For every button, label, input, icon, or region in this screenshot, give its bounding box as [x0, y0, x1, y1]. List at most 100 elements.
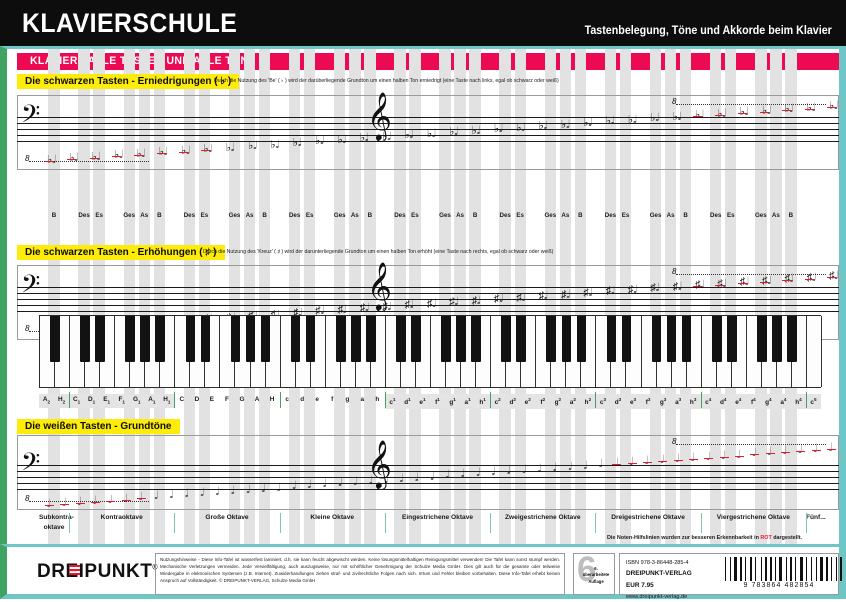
black-key[interactable]	[335, 316, 346, 362]
black-key[interactable]	[576, 316, 587, 362]
key-note-label: g3	[655, 394, 671, 410]
staff-line	[17, 287, 839, 288]
key-note-label: f1	[430, 394, 446, 410]
black-key[interactable]	[456, 316, 466, 362]
key-guide-stripe	[664, 49, 677, 544]
ledger-line	[134, 154, 144, 156]
page-title: KLAVIERSCHULE	[22, 8, 238, 38]
black-key[interactable]	[681, 316, 692, 362]
staff-note: ♯𝅗𝅥	[605, 285, 615, 298]
black-key[interactable]	[200, 316, 211, 362]
black-key[interactable]	[125, 316, 136, 362]
staff-note: 𝅗𝅥	[507, 465, 511, 478]
black-key[interactable]	[260, 316, 271, 362]
ledger-line	[201, 150, 211, 152]
staff-note: 𝅗𝅥	[752, 447, 756, 460]
black-key[interactable]	[666, 316, 677, 362]
ledger-line	[673, 459, 683, 461]
staff-note: ♯𝅗𝅥	[761, 274, 771, 287]
octave-separator	[174, 392, 176, 408]
staff-note: ♯𝅗𝅥	[560, 288, 570, 301]
black-key[interactable]	[606, 316, 617, 362]
ledger-line	[804, 108, 814, 110]
ledger-hint-red: ROT	[760, 535, 772, 541]
note-name-label: As	[245, 212, 254, 219]
publisher-logo: DREIPUNKT®	[37, 561, 158, 583]
black-key[interactable]	[711, 316, 722, 362]
staff-note: 𝅗𝅥	[767, 446, 772, 459]
black-key[interactable]	[305, 316, 316, 362]
key-note-label: g1	[445, 394, 461, 410]
ottava-marking: 8	[672, 97, 827, 106]
note-name-label: Ges	[439, 212, 451, 219]
black-key[interactable]	[787, 316, 797, 362]
note-name-label: B	[367, 212, 373, 219]
black-key[interactable]	[230, 316, 241, 362]
white-key[interactable]	[806, 316, 822, 387]
key-guide-stripe	[243, 49, 256, 544]
bass-clef-icon: 𝄢	[21, 449, 41, 482]
black-key[interactable]	[651, 316, 662, 362]
black-key[interactable]	[726, 316, 737, 362]
note-name-label: Ges	[754, 212, 767, 219]
staff-note: ♭𝅗𝅥	[47, 154, 56, 166]
staff-note: ♯𝅗𝅥	[538, 290, 548, 303]
website-link[interactable]: www.dreipunkt-verlag.de	[626, 594, 688, 601]
black-key[interactable]	[772, 316, 782, 362]
ledger-line	[827, 107, 836, 108]
black-key[interactable]	[621, 316, 632, 362]
black-key[interactable]	[546, 316, 557, 362]
note-name-label: B	[578, 212, 583, 219]
black-key[interactable]	[561, 316, 572, 362]
black-key[interactable]	[80, 316, 90, 362]
staff-note: ♯𝅗𝅥	[694, 279, 704, 292]
edition-badge: 6 6. überarbeitete Auflage	[573, 553, 615, 595]
black-key[interactable]	[155, 316, 166, 362]
black-key[interactable]	[350, 316, 361, 362]
key-note-label: c	[285, 396, 289, 403]
black-key[interactable]	[501, 316, 511, 362]
black-key[interactable]	[757, 316, 767, 362]
key-note-label: g	[345, 396, 350, 403]
key-note-label: f	[331, 396, 334, 403]
black-key[interactable]	[396, 316, 406, 362]
black-key[interactable]	[411, 316, 421, 362]
black-key[interactable]	[245, 316, 256, 362]
black-key[interactable]	[185, 316, 196, 362]
black-key[interactable]	[516, 316, 527, 362]
black-key[interactable]	[50, 316, 60, 362]
key-guide-stripe	[303, 49, 316, 544]
price: EUR 7.95	[626, 582, 654, 590]
note-name-label: Ges	[123, 212, 136, 219]
staff-line	[17, 135, 839, 136]
footer: DREIPUNKT® Nutzungshinweise - Diese Info…	[0, 544, 846, 601]
piano-keyboard[interactable]	[39, 315, 822, 388]
staff-line	[17, 299, 839, 300]
black-key[interactable]	[290, 316, 301, 362]
staff-note: 𝅗𝅥	[783, 445, 787, 458]
note-name-label: As	[561, 212, 570, 219]
staff-note: ♭𝅗𝅥	[739, 106, 749, 119]
black-key[interactable]	[366, 316, 376, 362]
black-key[interactable]	[140, 316, 151, 362]
black-key[interactable]	[441, 316, 451, 362]
staff-note: ♯𝅗𝅥	[404, 299, 414, 312]
legal-text: Nutzungshinweise - Diese Info-Tafel ist …	[155, 553, 565, 595]
bass-clef-icon: 𝄢	[21, 271, 41, 304]
black-key[interactable]	[95, 316, 105, 362]
staff-note: ♭𝅗𝅥	[181, 144, 190, 157]
octave-divider	[595, 513, 597, 533]
staff-flats-border	[17, 95, 839, 170]
staff-line	[17, 489, 839, 490]
staff-note: ♯𝅗𝅥	[806, 271, 816, 284]
staff-note: ♭𝅗𝅥	[404, 129, 414, 142]
ledger-line	[179, 151, 189, 153]
key-note-label: A1	[144, 394, 160, 409]
staff-note: ♭𝅗𝅥	[69, 152, 79, 165]
staff-note: ♭𝅗𝅥	[337, 133, 347, 146]
staff-note: 𝅗𝅥	[829, 442, 833, 454]
staff-note: ♭𝅗𝅥	[114, 149, 123, 162]
page-subtitle: Tastenbelegung, Töne und Akkorde beim Kl…	[584, 25, 832, 37]
black-key[interactable]	[471, 316, 481, 362]
